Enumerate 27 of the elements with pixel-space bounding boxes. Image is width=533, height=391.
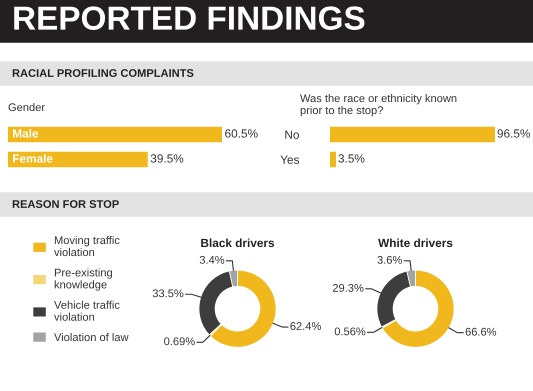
data-label: 62.4% bbox=[290, 322, 321, 330]
y-tick-label: Male bbox=[13, 129, 38, 138]
data-label: 0.69% bbox=[164, 337, 195, 346]
chart-title: Was the race or ethnicity known prior to the stop? bbox=[300, 94, 456, 116]
data-label: 29.3% bbox=[332, 284, 364, 292]
data-label: 96.5% bbox=[498, 129, 530, 138]
data-label: 33.5% bbox=[152, 289, 184, 298]
chart-title: Black drivers bbox=[201, 238, 274, 248]
data-label: 3.4% bbox=[200, 256, 224, 264]
legend-label: Moving traffic violation bbox=[54, 236, 120, 256]
chart-title: Gender bbox=[8, 103, 45, 112]
data-label: 66.6% bbox=[466, 328, 496, 336]
text: REPORTED FINDINGS bbox=[14, 6, 364, 30]
data-label: 0.56% bbox=[334, 327, 366, 336]
data-label: 3.5% bbox=[338, 154, 364, 163]
chart-title: White drivers bbox=[378, 238, 452, 248]
y-tick-label: Yes bbox=[280, 156, 300, 164]
y-tick-label: Female bbox=[13, 154, 53, 163]
legend-label: Vehicle traffic violation bbox=[54, 300, 120, 321]
data-label: 3.6% bbox=[377, 256, 402, 264]
text: REASON FOR STOP bbox=[12, 200, 119, 208]
text: RACIAL PROFILING COMPLAINTS bbox=[12, 69, 194, 77]
data-label: 39.5% bbox=[150, 154, 184, 163]
y-tick-label: No bbox=[285, 130, 299, 139]
data-label: 60.5% bbox=[225, 129, 258, 138]
legend-label: Violation of law bbox=[54, 332, 129, 342]
legend-label: Pre-existing knowledge bbox=[54, 268, 112, 291]
